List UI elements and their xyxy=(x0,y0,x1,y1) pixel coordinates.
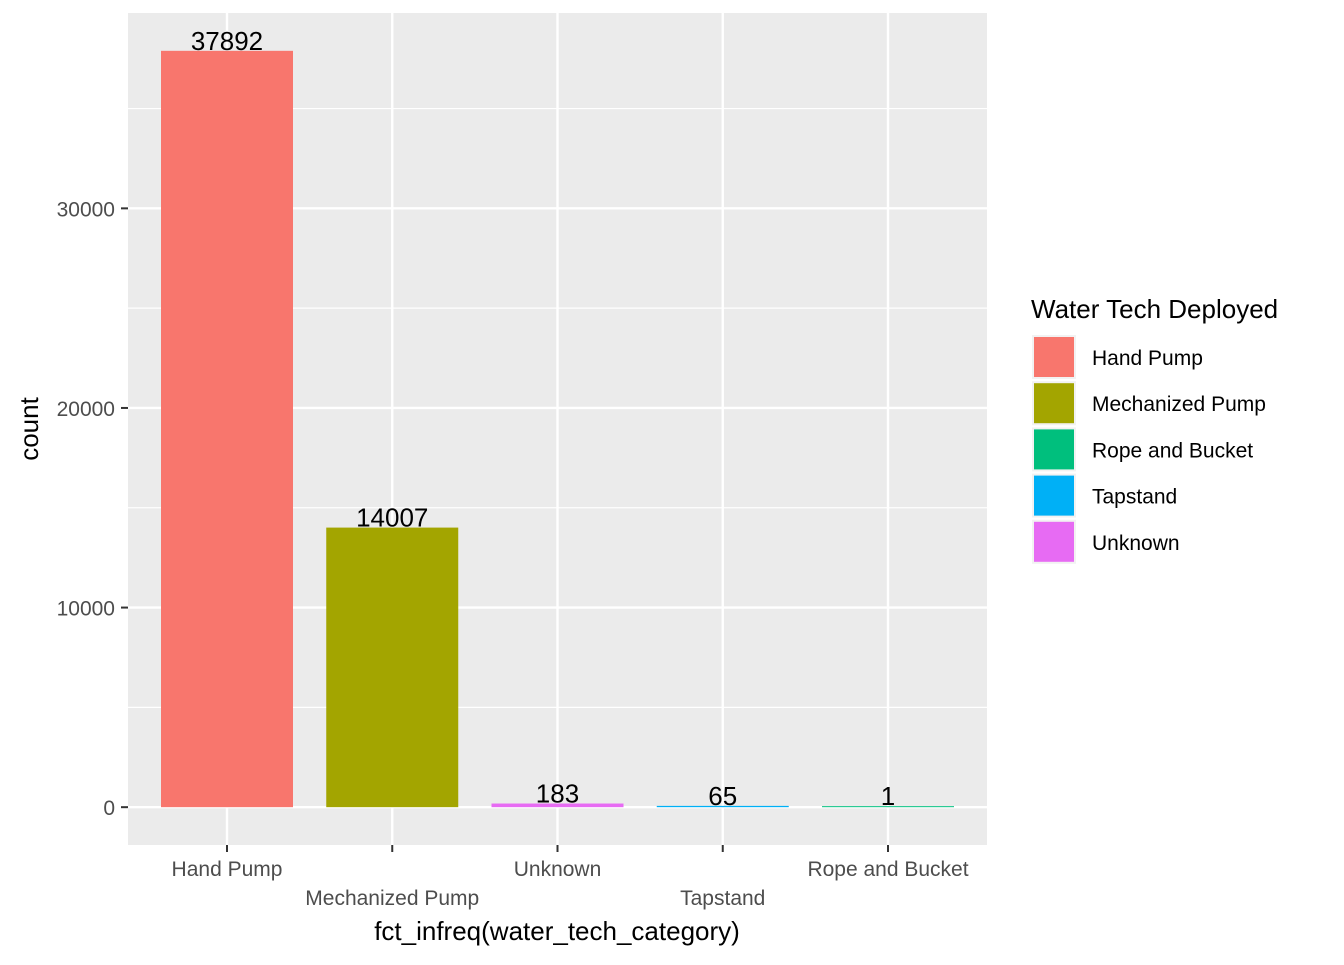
bar-value-label: 183 xyxy=(536,779,579,809)
legend-swatch xyxy=(1034,429,1074,470)
bar xyxy=(656,805,789,808)
x-tick-label: Unknown xyxy=(514,858,602,881)
bar xyxy=(326,527,459,808)
y-axis: 0 10000 20000 30000 xyxy=(57,198,128,820)
bar-value-label: 37892 xyxy=(191,26,263,56)
legend-title: Water Tech Deployed xyxy=(1031,294,1278,324)
x-tick-label: Rope and Bucket xyxy=(807,858,968,881)
legend-label: Unknown xyxy=(1092,532,1180,555)
bar xyxy=(161,50,293,808)
bar xyxy=(491,803,624,808)
x-axis-title: fct_infreq(water_tech_category) xyxy=(374,916,740,946)
y-tick-label: 30000 xyxy=(57,198,115,221)
y-tick-label: 20000 xyxy=(57,398,115,421)
legend-entries: Hand Pump Mechanized Pump Rope and Bucket T… xyxy=(1032,335,1266,564)
bar-value-label: 65 xyxy=(708,781,737,811)
bar-value-label: 14007 xyxy=(356,503,428,533)
y-axis-title: count xyxy=(14,396,44,460)
bar xyxy=(822,806,954,808)
legend-label: Mechanized Pump xyxy=(1092,393,1266,416)
legend: Water Tech Deployed Hand Pump Mechanized … xyxy=(1031,294,1278,564)
x-tick-label: Hand Pump xyxy=(172,858,283,881)
legend-label: Tapstand xyxy=(1092,486,1177,509)
x-tick-label: Mechanized Pump xyxy=(305,887,479,910)
legend-label: Rope and Bucket xyxy=(1092,439,1253,462)
legend-swatch xyxy=(1034,337,1074,377)
legend-swatch xyxy=(1034,383,1074,424)
y-tick-label: 0 xyxy=(103,797,115,820)
bar-value-label: 1 xyxy=(881,781,895,811)
legend-swatch xyxy=(1034,475,1074,516)
bar-labels: 37892 14007 183 65 1 xyxy=(191,26,895,811)
bars xyxy=(161,50,954,808)
x-tick-label: Tapstand xyxy=(680,887,765,910)
legend-swatch xyxy=(1034,521,1074,562)
x-axis: Hand Pump Mechanized Pump Unknown Tapstand R… xyxy=(172,845,969,910)
legend-label: Hand Pump xyxy=(1092,347,1203,370)
y-tick-label: 10000 xyxy=(57,598,115,621)
